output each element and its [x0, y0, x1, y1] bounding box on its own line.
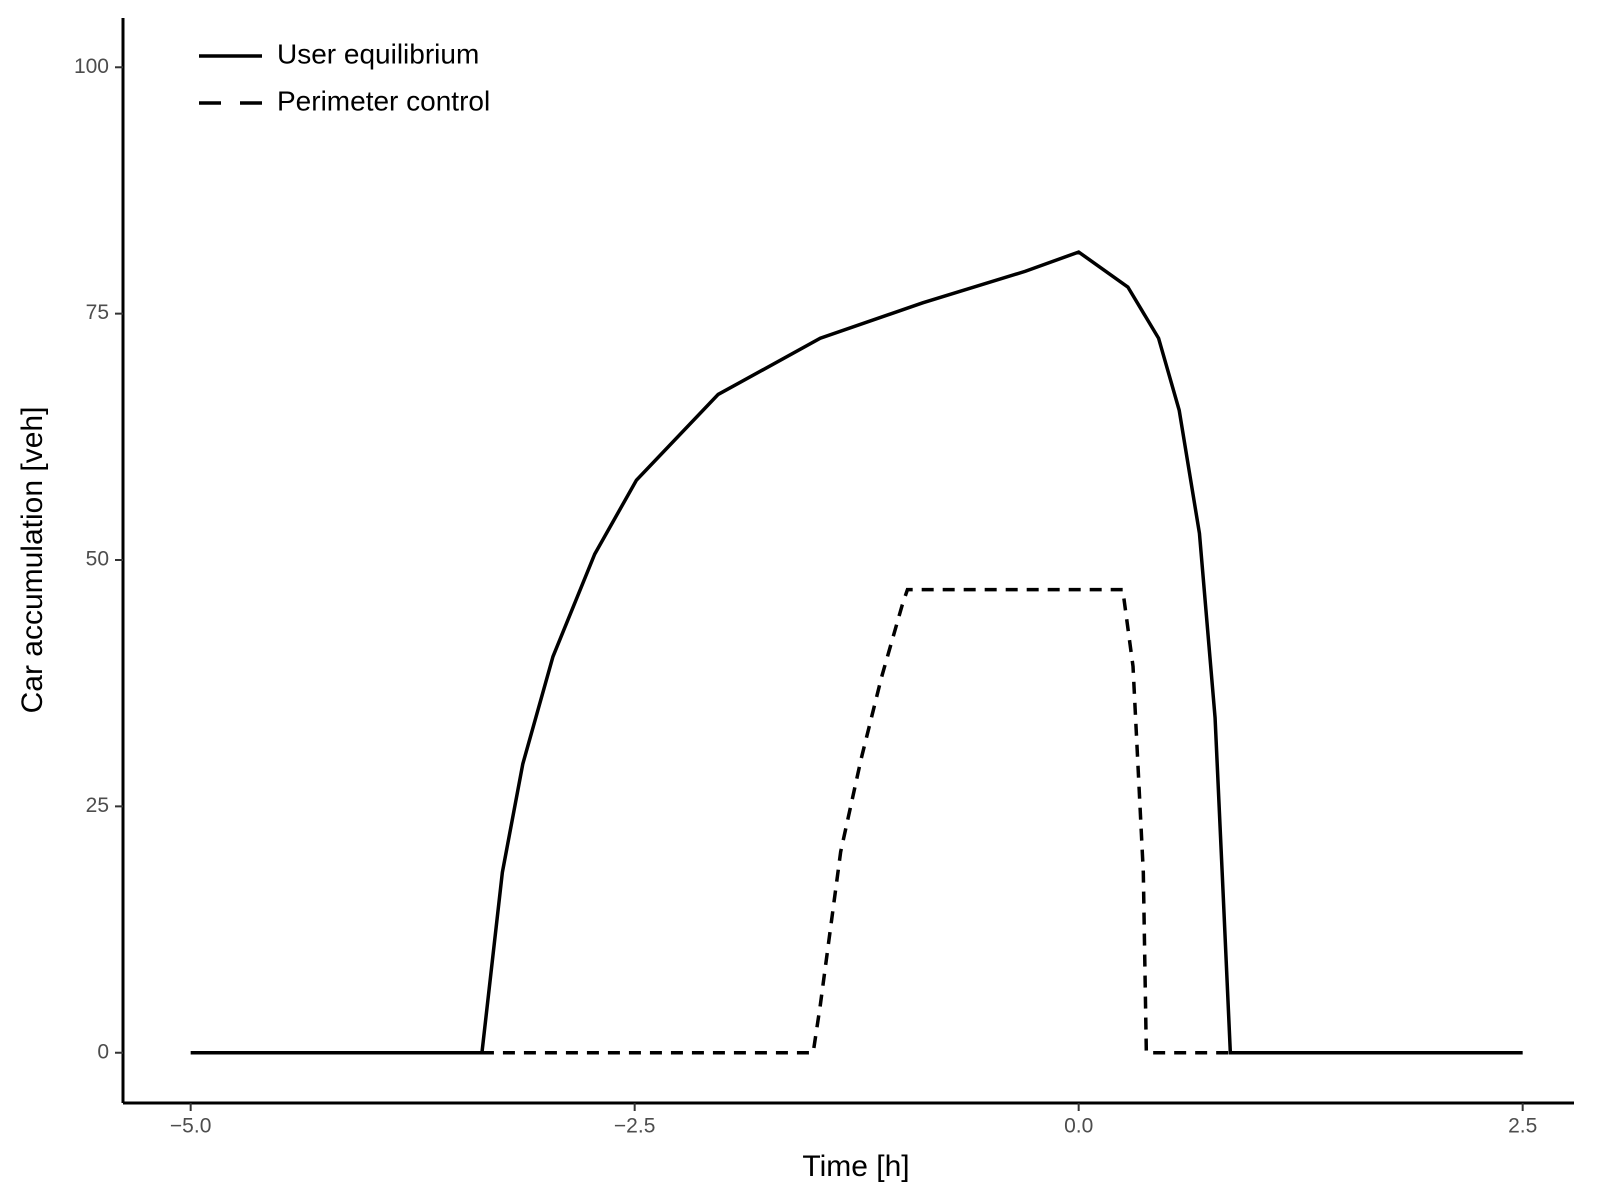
y-tick-label: 0 [97, 1040, 109, 1063]
x-axis-label: Time [h] [802, 1150, 909, 1183]
x-tick-label: −2.5 [614, 1115, 655, 1138]
legend-label: Perimeter control [277, 85, 490, 116]
y-axis-label: Car accumulation [veh] [16, 407, 49, 714]
x-tick-label: −5.0 [170, 1115, 211, 1138]
y-tick-label: 100 [74, 55, 109, 78]
x-tick-label: 2.5 [1508, 1115, 1537, 1138]
y-tick-label: 75 [86, 301, 109, 324]
data-line [190, 250, 1523, 1055]
data-line [481, 587, 1231, 1055]
y-tick-label: 25 [86, 794, 109, 817]
legend-label: User equilibrium [277, 38, 479, 69]
x-tick-label: 0.0 [1064, 1115, 1093, 1138]
y-tick-label: 50 [86, 548, 109, 571]
